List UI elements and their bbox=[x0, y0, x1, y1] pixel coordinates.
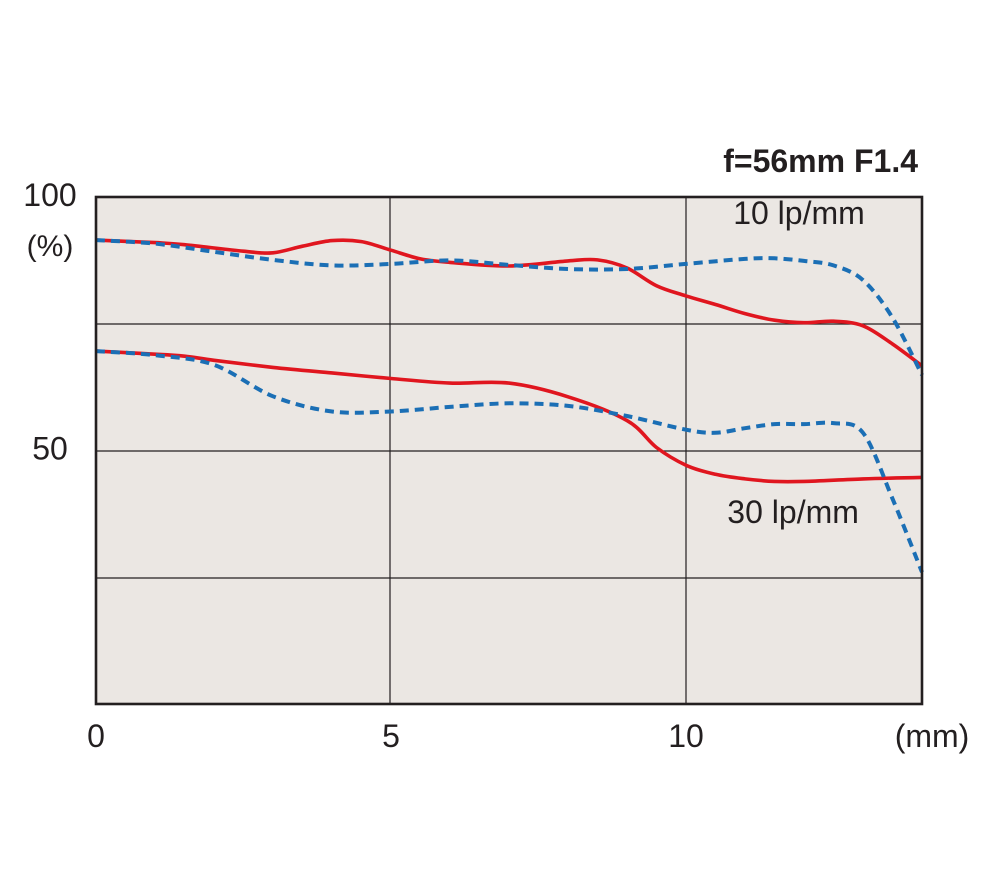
series-line-10-lp-mm-solid bbox=[95, 238, 924, 368]
x-axis-unit-label: (mm) bbox=[895, 718, 970, 754]
series-line-30-lp-mm-dashed bbox=[95, 349, 924, 573]
series-group bbox=[95, 238, 924, 573]
x-tick-label-10: 10 bbox=[668, 718, 704, 754]
plot-frame bbox=[94, 195, 924, 706]
y-axis-unit-label: (%) bbox=[27, 230, 74, 263]
annotation-30-lp-mm: 30 lp/mm bbox=[727, 494, 859, 530]
x-tick-label-5: 5 bbox=[382, 718, 400, 754]
series-line-30-lp-mm-solid bbox=[95, 349, 923, 484]
x-tick-label-0: 0 bbox=[87, 718, 105, 754]
y-tick-label-50: 50 bbox=[32, 431, 68, 467]
annotation-10-lp-mm: 10 lp/mm bbox=[733, 195, 865, 231]
y-tick-label-100: 100 bbox=[23, 177, 76, 213]
chart-title: f=56mm F1.4 bbox=[723, 143, 918, 179]
